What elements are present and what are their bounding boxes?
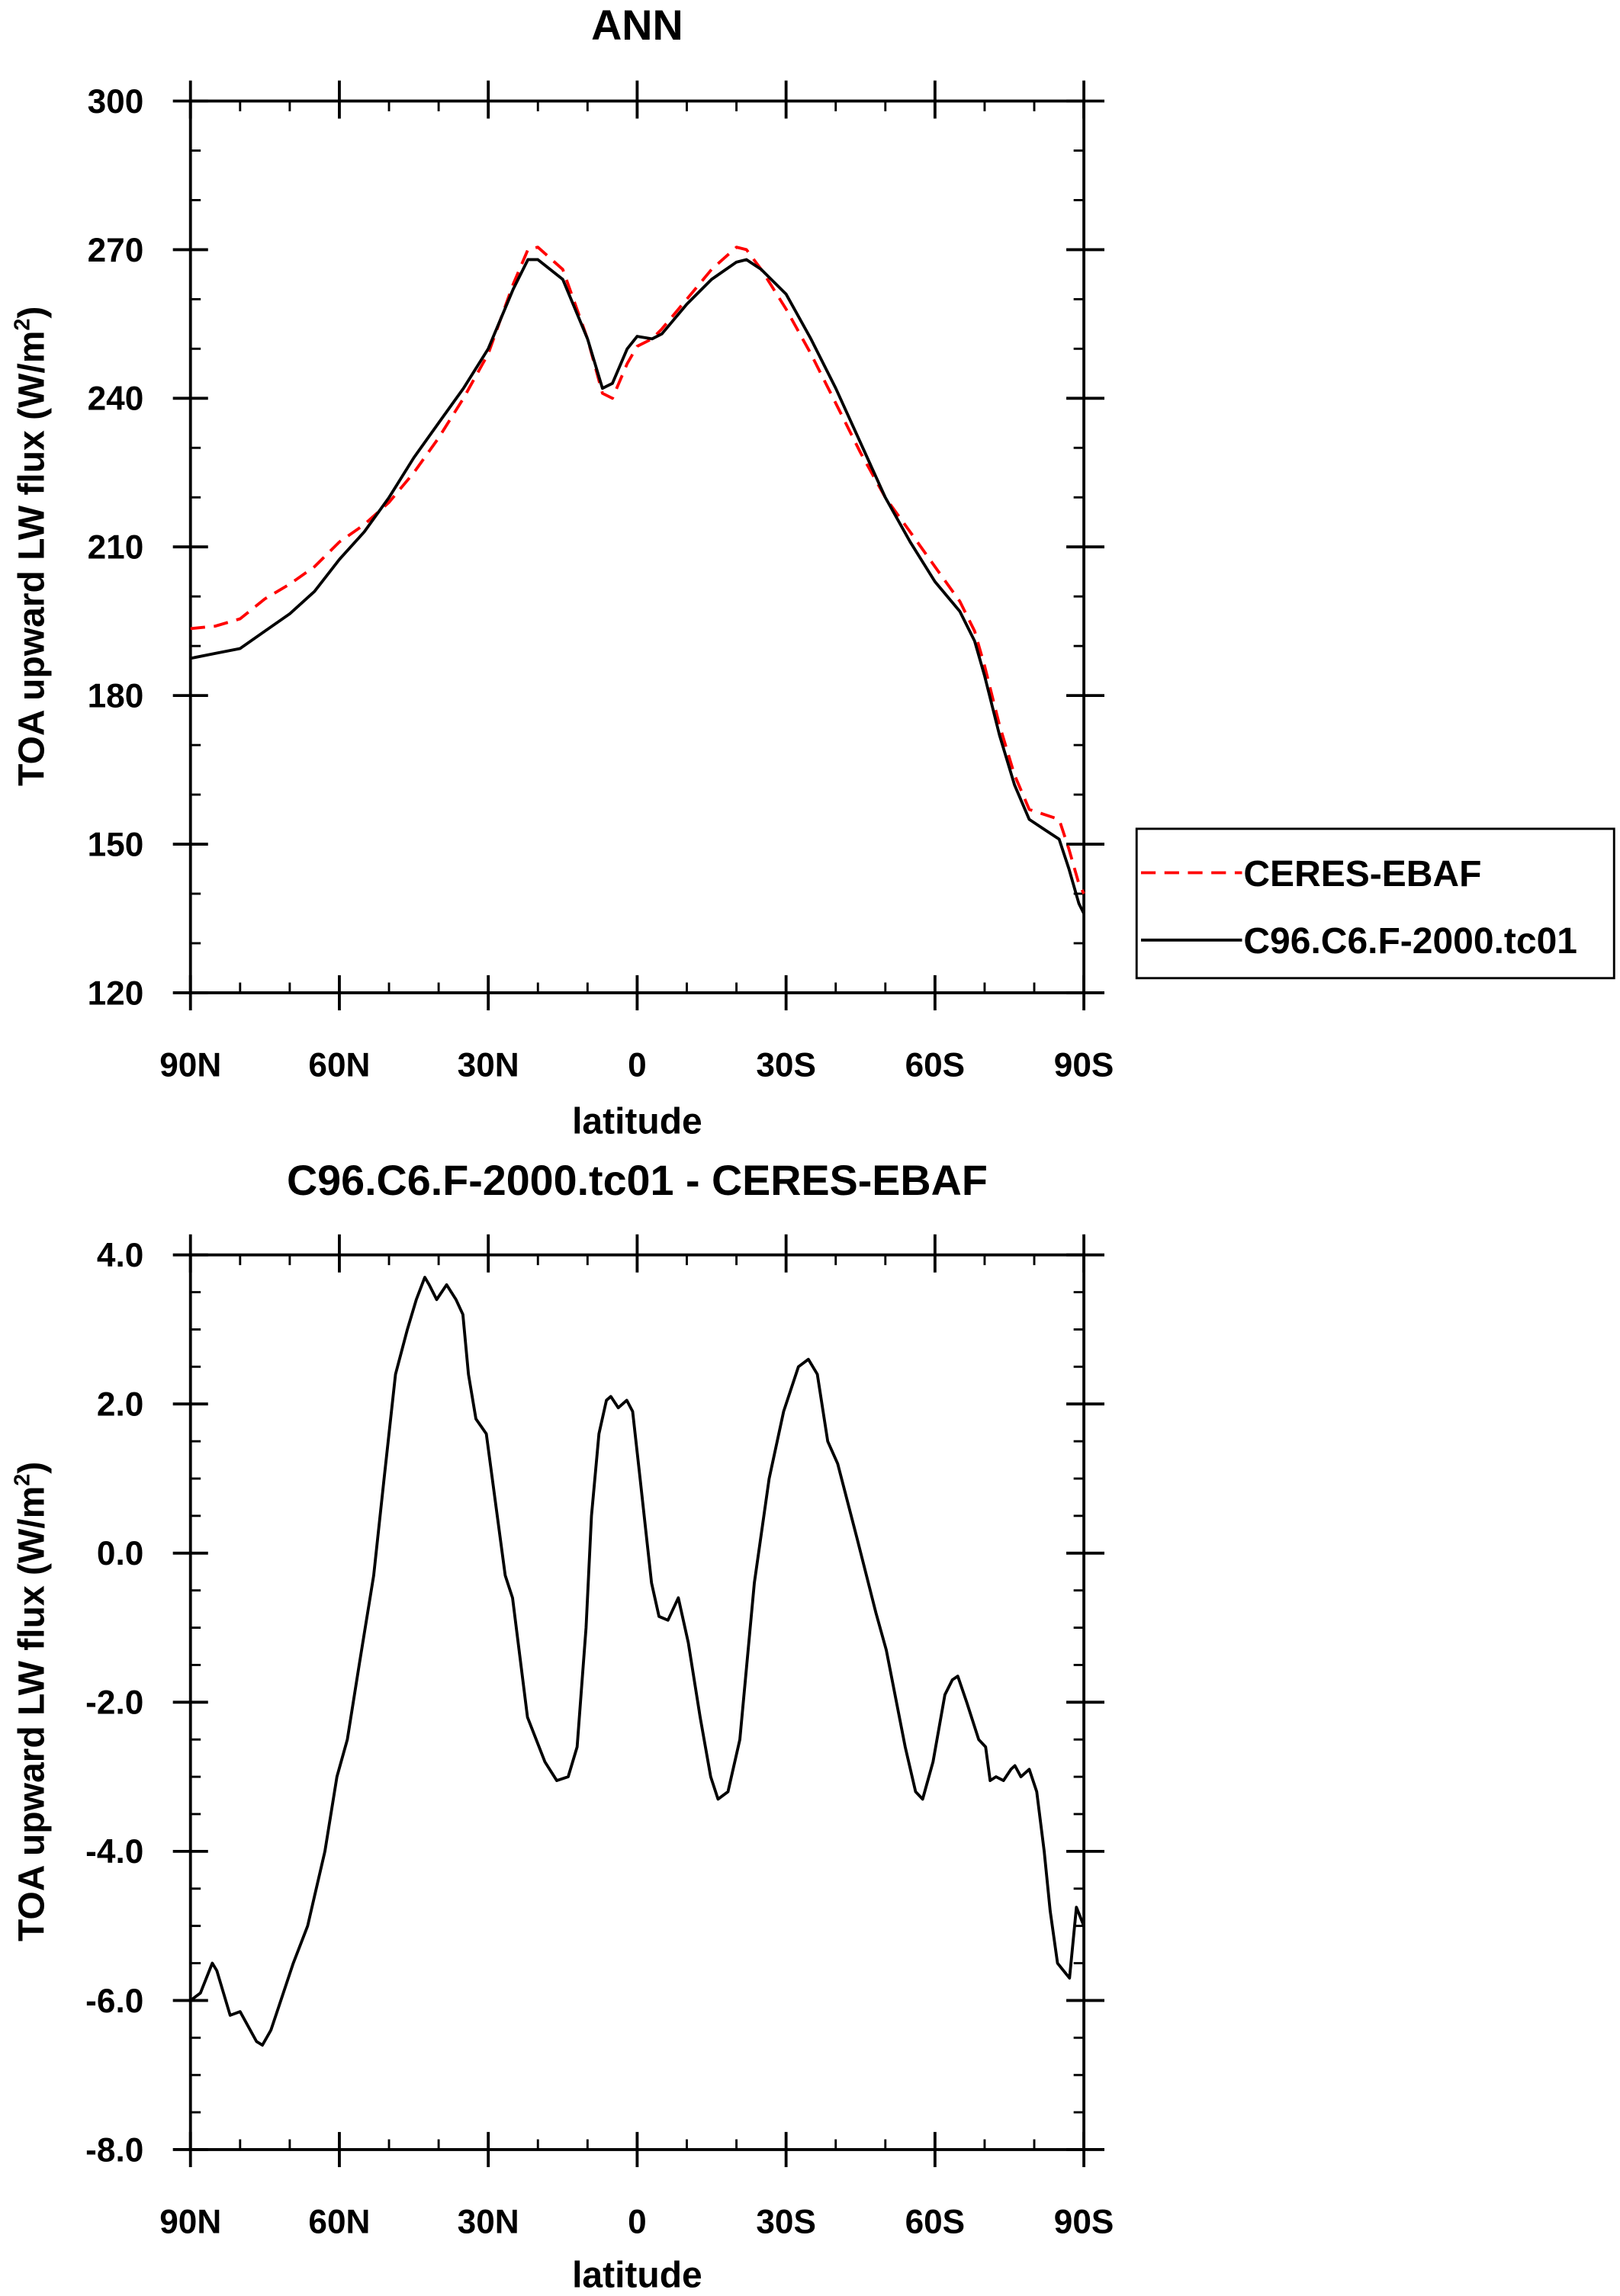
legend-label-model: C96.C6.F-2000.tc01	[1243, 921, 1577, 962]
top-y-tick-label: 210	[88, 529, 144, 567]
top-y-label-sup: 2	[10, 319, 34, 331]
legend: CERES-EBAF C96.C6.F-2000.tc01	[1135, 827, 1615, 980]
legend-label-ceres: CERES-EBAF	[1243, 854, 1481, 894]
top-x-axis-label: latitude	[572, 1101, 702, 1142]
bottom-x-tick-label: 30N	[458, 2203, 519, 2240]
top-x-tick-label: 0	[628, 1046, 647, 1084]
bottom-x-tick-label: 90S	[1054, 2203, 1114, 2240]
top-y-label-main: TOA upward LW flux (W/m	[12, 331, 53, 786]
bottom-y-label-main: TOA upward LW flux (W/m	[12, 1486, 53, 1941]
top-x-tick-label: 60S	[905, 1046, 966, 1084]
top-x-tick-label: 60N	[308, 1046, 370, 1084]
bottom-y-axis-label: TOA upward LW flux (W/m2)	[10, 1462, 52, 1941]
top-y-tick-label: 150	[88, 826, 144, 863]
top-plot-frame	[188, 99, 1086, 994]
top-x-tick-label: 30N	[458, 1046, 519, 1084]
bottom-y-label-sup: 2	[10, 1474, 34, 1486]
bottom-y-tick-label: -2.0	[85, 1684, 143, 1722]
top-x-tick-label: 90S	[1054, 1046, 1114, 1084]
bottom-y-tick-label: -6.0	[85, 1983, 143, 2020]
top-y-tick-label: 120	[88, 975, 144, 1012]
bottom-series-line-difference	[189, 1276, 1085, 2047]
legend-box	[1135, 827, 1615, 980]
top-chart-title: ANN	[591, 2, 683, 49]
bottom-x-tick-label: 30S	[756, 2203, 816, 2240]
top-y-axis-label: TOA upward LW flux (W/m2)	[10, 307, 52, 786]
top-x-tick-label: 30S	[756, 1046, 816, 1084]
bottom-y-tick-label: -4.0	[85, 1833, 143, 1871]
top-y-tick-label: 300	[88, 83, 144, 120]
top-y-label-close: )	[12, 307, 53, 319]
bottom-x-tick-label: 60N	[308, 2203, 370, 2240]
bottom-y-tick-label: 0.0	[97, 1535, 143, 1572]
top-y-tick-label: 180	[88, 677, 144, 714]
top-series-line-ceres-ebaf	[190, 246, 1085, 894]
top-y-tick-label: 270	[88, 232, 144, 269]
bottom-panel-difference: C96.C6.F-2000.tc01 - CERES-EBAF latitude…	[10, 1157, 1114, 2296]
top-y-tick-label: 240	[88, 381, 144, 418]
top-panel-ann: ANN latitude TOA upward LW flux (W/m2) C…	[10, 2, 1615, 1142]
bottom-y-tick-label: 2.0	[97, 1386, 143, 1424]
bottom-y-label-close: )	[12, 1462, 53, 1474]
bottom-x-tick-label: 60S	[905, 2203, 966, 2240]
bottom-y-tick-label: -8.0	[85, 2131, 143, 2169]
bottom-x-tick-label: 0	[628, 2203, 647, 2240]
bottom-y-tick-label: 4.0	[97, 1237, 143, 1274]
top-x-tick-label: 90N	[159, 1046, 221, 1084]
top-series-line-c96-c6-f-2000-tc01	[190, 258, 1085, 914]
bottom-x-axis-label: latitude	[572, 2255, 702, 2295]
bottom-x-tick-label: 90N	[159, 2203, 221, 2240]
bottom-plot-frame	[188, 1253, 1086, 2151]
bottom-chart-title: C96.C6.F-2000.tc01 - CERES-EBAF	[287, 1157, 988, 1204]
